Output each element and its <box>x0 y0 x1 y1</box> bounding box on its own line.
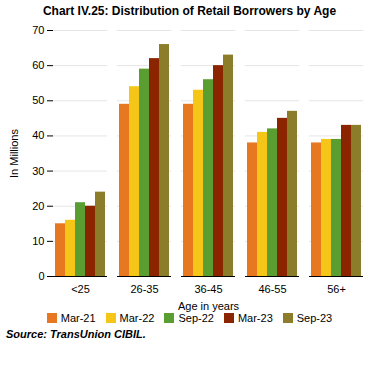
html-text:Mar-22: Mar-22 <box>119 312 155 324</box>
svg-text:26-35: 26-35 <box>130 283 158 295</box>
html-text:Source: TransUnion CIBIL.: Source: TransUnion CIBIL. <box>6 328 146 340</box>
svg-text:40: 40 <box>32 129 44 141</box>
svg-text:0: 0 <box>38 270 44 282</box>
html-text:Chart IV.25: Distribution of R: Chart IV.25: Distribution of Retail Borr… <box>42 4 337 18</box>
svg-text:Age in years: Age in years <box>178 300 240 312</box>
svg-text:<25: <25 <box>71 283 90 295</box>
svg-text:56+: 56+ <box>327 283 346 295</box>
svg-text:70: 70 <box>32 24 44 36</box>
html-text:Mar-23: Mar-23 <box>237 312 273 324</box>
svg-text:30: 30 <box>32 165 44 177</box>
html-text:Mar-21: Mar-21 <box>60 312 96 324</box>
svg-text:20: 20 <box>32 200 44 212</box>
html-text:Sep-22: Sep-22 <box>178 312 214 324</box>
html-text:Sep-23: Sep-23 <box>296 312 333 324</box>
svg-text:In Millions: In Millions <box>8 129 20 178</box>
svg-text:50: 50 <box>32 94 44 106</box>
svg-text:10: 10 <box>32 235 44 247</box>
svg-text:36-45: 36-45 <box>194 283 222 295</box>
svg-text:46-55: 46-55 <box>258 283 286 295</box>
svg-text:60: 60 <box>32 59 44 71</box>
